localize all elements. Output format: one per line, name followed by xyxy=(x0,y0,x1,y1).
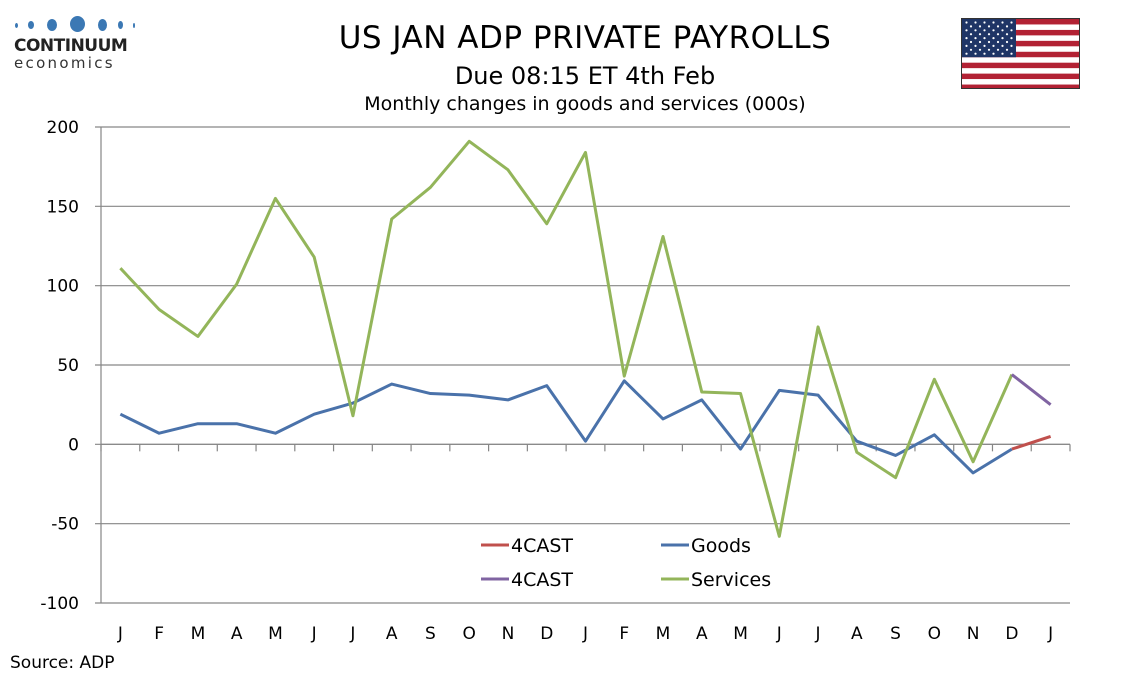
x-tick-label: F xyxy=(619,624,629,644)
x-tick-label: O xyxy=(928,624,941,644)
y-tick-label: 0 xyxy=(68,435,79,455)
x-tick-label: J xyxy=(582,624,588,644)
legend-label: 4CAST xyxy=(511,535,573,557)
x-tick-label: N xyxy=(502,624,515,644)
x-tick-label: A xyxy=(851,624,863,644)
x-tick-label: O xyxy=(463,624,476,644)
x-tick-label: D xyxy=(1005,624,1018,644)
us-flag-icon xyxy=(961,18,1080,89)
x-tick-label: J xyxy=(815,624,821,644)
x-tick-label: A xyxy=(231,624,243,644)
source-note: Source: ADP xyxy=(10,653,115,673)
series-line-goods-0 xyxy=(119,379,1013,475)
series-lines xyxy=(119,139,1052,538)
x-tick-label: D xyxy=(540,624,553,644)
x-tick-label: F xyxy=(154,624,164,644)
x-tick-label: M xyxy=(733,624,748,644)
legend-label: 4CAST xyxy=(511,569,573,591)
legend-label: Goods xyxy=(691,535,751,557)
x-tick-label: M xyxy=(656,624,671,644)
chart-subtitle: Due 08:15 ET 4th Feb xyxy=(454,62,716,90)
y-tick-label: -100 xyxy=(40,594,79,614)
y-tick-label: 50 xyxy=(57,356,79,376)
y-tick-label: 200 xyxy=(47,118,79,138)
y-tick-label: 100 xyxy=(47,277,79,297)
legend-label: Services xyxy=(691,569,771,591)
logo-name: CONTINUUM xyxy=(14,36,128,56)
x-tick-label: M xyxy=(268,624,283,644)
logo-subtitle: economics xyxy=(14,54,115,72)
x-tick-label: J xyxy=(776,624,782,644)
y-axis-ticks: 200 150 100 50 0 -50 -100 xyxy=(40,118,79,614)
series-line-4cast-3 xyxy=(1010,373,1052,406)
continuum-logo: CONTINUUM economics xyxy=(14,14,135,72)
series-line-4cast-2 xyxy=(1011,434,1052,451)
x-tick-label: S xyxy=(425,624,436,644)
axes xyxy=(100,127,1071,603)
series-line-services-1 xyxy=(119,139,1014,538)
x-tick-label: A xyxy=(696,624,708,644)
gridlines xyxy=(95,126,1070,604)
x-tick-label: J xyxy=(349,624,355,644)
x-tick-label: S xyxy=(890,624,901,644)
x-tick-label: J xyxy=(1047,624,1053,644)
x-tick-label: J xyxy=(311,624,317,644)
chart-description: Monthly changes in goods and services (0… xyxy=(364,93,806,115)
y-tick-label: 150 xyxy=(47,197,79,217)
x-tick-label: J xyxy=(117,624,123,644)
legend: 4CAST Goods 4CAST Services xyxy=(481,535,771,591)
x-tick-label: A xyxy=(386,624,398,644)
logo-dots-icon xyxy=(14,14,135,36)
x-tick-label: M xyxy=(191,624,206,644)
x-tick-label: N xyxy=(967,624,980,644)
y-tick-label: -50 xyxy=(51,515,79,535)
chart-title: US JAN ADP PRIVATE PAYROLLS xyxy=(338,20,832,56)
